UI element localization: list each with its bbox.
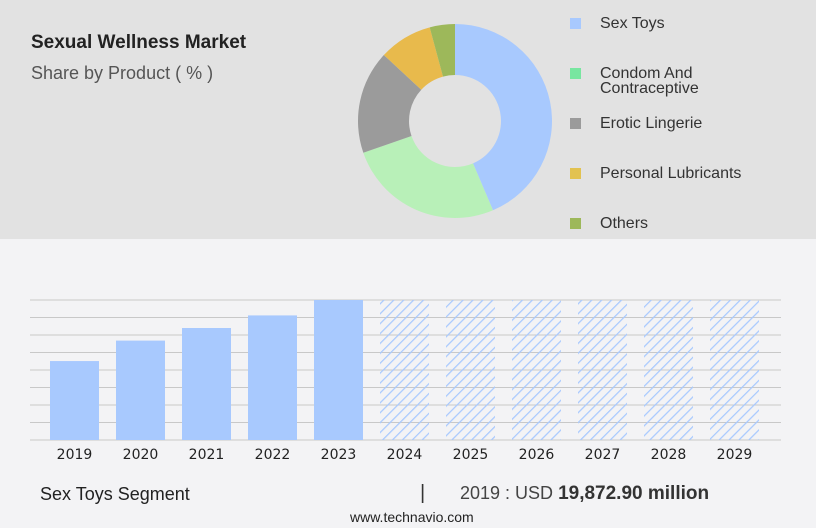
forecast-bar — [380, 300, 429, 440]
legend-label: Condom And Contraceptive — [600, 65, 699, 97]
x-tick-label: 2027 — [585, 447, 621, 463]
legend-swatch — [570, 18, 581, 29]
donut-slice-0 — [455, 24, 552, 211]
forecast-bar — [578, 300, 627, 440]
donut-slice-4 — [429, 24, 455, 77]
forecast-bar — [512, 300, 561, 440]
bar — [50, 361, 99, 440]
bar — [248, 315, 297, 440]
value-prefix: 2019 : USD — [460, 483, 559, 503]
value-amount: 19,872.90 million — [558, 483, 710, 504]
segment-value: 2019 : USD 19,872.90 million — [460, 483, 709, 505]
x-tick-label: 2028 — [651, 447, 687, 463]
donut-slice-1 — [363, 136, 493, 218]
x-tick-label: 2025 — [453, 447, 489, 463]
legend-label: Personal Lubricants — [600, 165, 742, 182]
x-tick-label: 2020 — [123, 447, 159, 463]
bar — [314, 300, 363, 440]
x-tick-label: 2022 — [255, 447, 291, 463]
source-link[interactable]: www.technavio.com — [350, 509, 474, 525]
legend-swatch — [570, 168, 581, 179]
separator: | — [420, 482, 426, 504]
bar — [116, 340, 165, 440]
legend-label: Erotic Lingerie — [600, 115, 703, 132]
legend-swatch — [570, 68, 581, 79]
bar — [182, 328, 231, 440]
legend-label: Sex Toys — [600, 15, 665, 32]
donut-slice-3 — [383, 27, 444, 90]
donut-slice-2 — [358, 55, 422, 153]
legend-swatch — [570, 218, 581, 229]
forecast-bar — [710, 300, 759, 440]
forecast-bar — [446, 300, 495, 440]
x-tick-label: 2019 — [57, 447, 93, 463]
x-tick-label: 2023 — [321, 447, 357, 463]
chart-subtitle: Share by Product ( % ) — [31, 63, 214, 83]
legend-swatch — [570, 118, 581, 129]
bar-chart: 2019 2020 2021 2022 2023 2024 2025 2026 2027 2028… — [30, 299, 781, 463]
x-tick-label: 2024 — [387, 447, 423, 463]
forecast-bar — [644, 300, 693, 440]
donut-chart — [358, 24, 552, 218]
x-tick-label: 2026 — [519, 447, 555, 463]
x-tick-label: 2021 — [189, 447, 225, 463]
chart-title: Sexual Wellness Market — [31, 32, 247, 53]
legend-label: Others — [600, 215, 649, 232]
segment-label: Sex Toys Segment — [40, 484, 190, 504]
x-tick-label: 2029 — [717, 447, 753, 463]
